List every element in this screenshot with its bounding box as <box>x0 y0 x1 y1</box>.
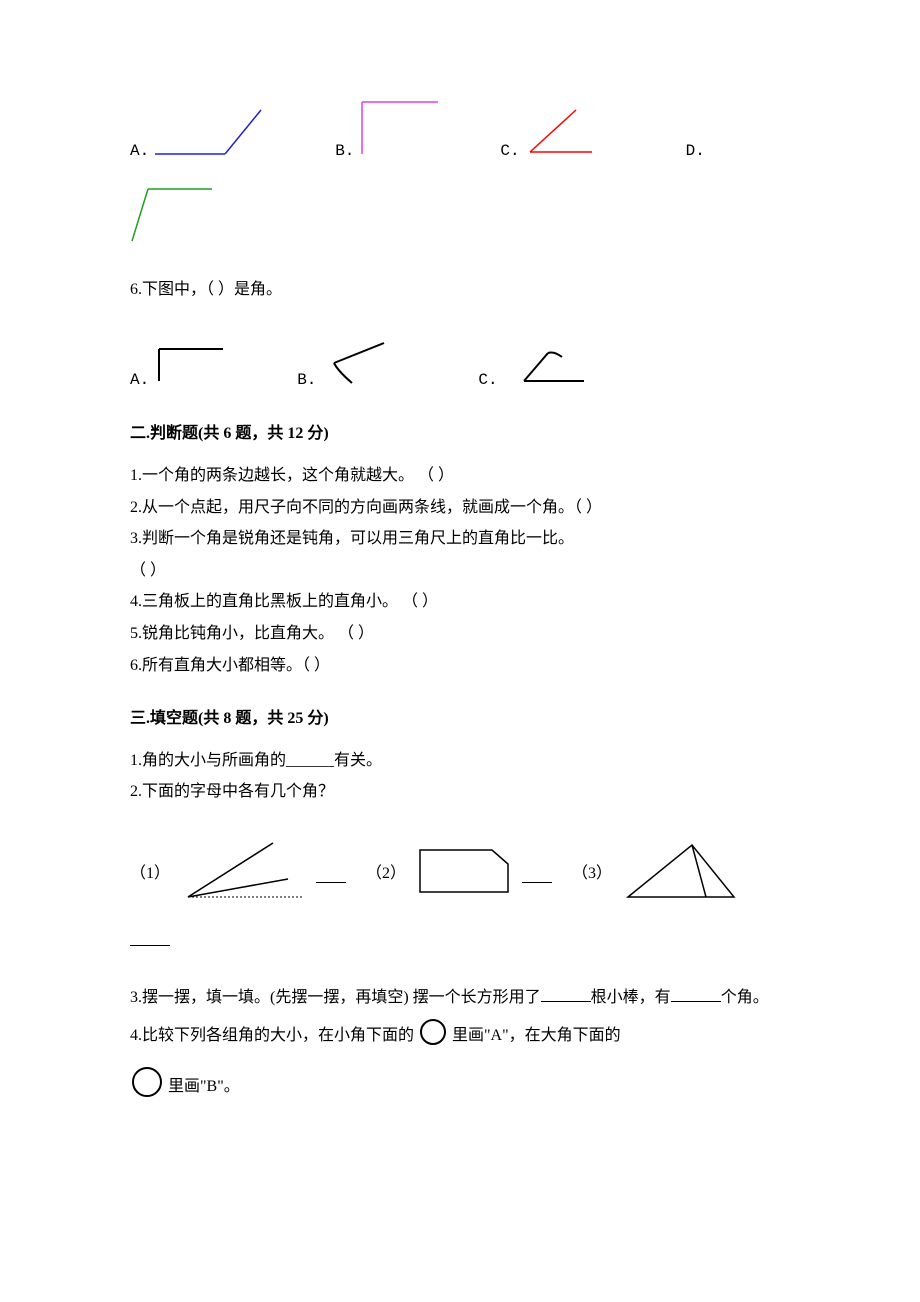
s3-q3-blank2[interactable] <box>671 984 721 1002</box>
fig3-shape <box>620 837 740 912</box>
section2-title: 二.判断题(共 6 题，共 12 分) <box>130 425 329 442</box>
fig1-shape <box>178 835 308 914</box>
q6-option-a: A. <box>130 345 227 394</box>
s3-q3-a: 3.摆一摆，填一填。(先摆一摆，再填空) 摆一个长方形用了 <box>130 989 541 1006</box>
s3-fig2: （2） <box>366 842 552 907</box>
s3-q4-a: 4.比较下列各组角的大小，在小角下面的 <box>130 1023 414 1049</box>
q5-option-d: D. <box>686 139 707 165</box>
s3-q3-c: 个角。 <box>721 989 769 1006</box>
s2-q3: 3.判断一个角是锐角还是钝角，可以用三角尺上的直角比一比。 <box>130 526 790 552</box>
q6-option-row: A. B. C. <box>130 339 790 394</box>
fig1-label: （1） <box>130 861 170 887</box>
q5-shape-b <box>360 100 440 165</box>
q5-shape-d <box>130 185 214 254</box>
s3-q1: 1.角的大小与所画角的______有关。 <box>130 748 790 774</box>
s3-fig-row: （1） （2） （3） <box>130 835 790 914</box>
q5-option-row: A. B. C. D. <box>130 100 790 165</box>
q6-option-c: C. <box>478 347 587 394</box>
q5-option-a: A. <box>130 106 265 165</box>
s3-q4-c: 里画"B"。 <box>168 1074 240 1100</box>
s3-q4-line1: 4.比较下列各组角的大小，在小角下面的 里画"A"，在大角下面的 <box>130 1017 790 1056</box>
q5-shape-c <box>526 106 596 165</box>
q6-shape-c <box>504 347 588 394</box>
option-label-b: B. <box>335 139 354 165</box>
circle-icon-1 <box>418 1017 448 1056</box>
q6-label-c: C. <box>478 368 497 394</box>
q6-shape-b <box>322 339 388 394</box>
s3-fig1: （1） <box>130 835 346 914</box>
s3-q3-b: 根小棒，有 <box>591 989 671 1006</box>
s3-q3: 3.摆一摆，填一填。(先摆一摆，再填空) 摆一个长方形用了 根小棒，有 个角。 <box>130 984 790 1011</box>
s3-q4-b: 里画"A"，在大角下面的 <box>452 1023 621 1049</box>
q5-shape-a <box>155 106 265 165</box>
q6-label-b: B. <box>297 368 316 394</box>
q5-option-b: B. <box>335 100 440 165</box>
s3-q4-line2: 里画"B"。 <box>130 1065 790 1108</box>
s2-q6: 6.所有直角大小都相等。（ ） <box>130 653 790 679</box>
s3-q3-blank1[interactable] <box>541 984 591 1002</box>
s2-q4: 4.三角板上的直角比黑板上的直角小。 （ ） <box>130 589 790 615</box>
fig2-shape <box>414 842 514 907</box>
s3-q2: 2.下面的字母中各有几个角？ <box>130 779 790 805</box>
s2-q5: 5.锐角比钝角小，比直角大。 （ ） <box>130 621 790 647</box>
q6-shape-a <box>155 345 227 394</box>
fig2-label: （2） <box>366 861 406 887</box>
q6-label-a: A. <box>130 368 149 394</box>
circle-icon-2 <box>130 1065 164 1108</box>
s2-q1: 1.一个角的两条边越长，这个角就越大。 （ ） <box>130 463 790 489</box>
fig3-blank[interactable] <box>130 928 170 946</box>
option-label-a: A. <box>130 139 149 165</box>
fig2-blank[interactable] <box>522 865 552 883</box>
q6-text: 6.下图中，（ ）是角。 <box>130 277 790 303</box>
q5-shape-d-container <box>130 185 790 254</box>
q5-option-c: C. <box>500 106 595 165</box>
s3-fig3: （3） <box>572 837 740 912</box>
option-label-c: C. <box>500 139 519 165</box>
fig3-blank-row <box>130 928 790 955</box>
section3-header: 三.填空题(共 8 题，共 25 分) <box>130 706 790 732</box>
fig1-blank[interactable] <box>316 865 346 883</box>
q6-option-b: B. <box>297 339 388 394</box>
s2-q2: 2.从一个点起，用尺子向不同的方向画两条线，就画成一个角。（ ） <box>130 495 790 521</box>
fig3-label: （3） <box>572 861 612 887</box>
s2-q3b: （ ） <box>130 558 790 584</box>
section2-header: 二.判断题(共 6 题，共 12 分) <box>130 421 790 447</box>
section3-title: 三.填空题(共 8 题，共 25 分) <box>130 710 329 727</box>
option-label-d: D. <box>686 139 705 165</box>
